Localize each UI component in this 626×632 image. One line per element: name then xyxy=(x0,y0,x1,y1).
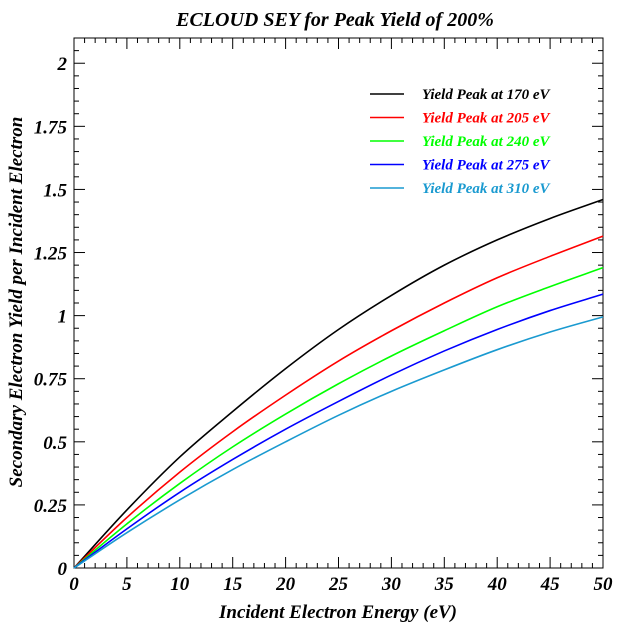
x-tick-label: 50 xyxy=(594,574,614,595)
x-tick-label: 45 xyxy=(540,574,561,595)
series-line xyxy=(73,235,604,569)
x-tick-labels: 0 5 10 15 20 25 30 35 40 45 50 xyxy=(69,574,613,595)
series-lines xyxy=(73,198,604,569)
chart-title: ECLOUD SEY for Peak Yield of 200% xyxy=(175,9,494,31)
legend-label: Yield Peak at 170 eV xyxy=(422,87,551,103)
x-tick-label: 40 xyxy=(487,574,508,595)
y-tick-label: 0.5 xyxy=(43,433,67,454)
y-tick-label: 0.25 xyxy=(34,496,68,517)
legend-label: Yield Peak at 310 eV xyxy=(422,181,551,197)
series-line xyxy=(73,293,604,569)
y-tick-label: 1.75 xyxy=(34,117,68,138)
axis-ticks xyxy=(73,37,604,569)
y-axis-label: Secondary Electron Yield per Incident El… xyxy=(6,117,27,488)
series-line xyxy=(73,266,604,569)
y-tick-label: 2 xyxy=(57,54,68,75)
x-tick-label: 25 xyxy=(328,574,349,595)
y-tick-label: 0.75 xyxy=(34,370,68,391)
y-tick-label: 1.25 xyxy=(34,244,68,265)
x-tick-label: 0 xyxy=(69,574,79,595)
series-line xyxy=(73,198,604,569)
x-axis-label: Incident Electron Energy (eV) xyxy=(218,602,457,623)
series-line xyxy=(73,316,604,569)
x-tick-label: 5 xyxy=(122,574,132,595)
legend: Yield Peak at 170 eV Yield Peak at 205 eV… xyxy=(370,87,551,197)
x-tick-label: 10 xyxy=(170,574,190,595)
legend-label: Yield Peak at 275 eV xyxy=(422,158,551,174)
y-tick-label: 1 xyxy=(58,307,68,328)
y-tick-labels: 0 0.25 0.5 0.75 1 1.25 1.5 1.75 2 xyxy=(34,54,68,580)
y-tick-label: 0 xyxy=(58,559,68,580)
x-tick-label: 15 xyxy=(223,574,243,595)
y-tick-label: 1.5 xyxy=(43,180,67,201)
legend-label: Yield Peak at 205 eV xyxy=(422,111,551,127)
x-tick-label: 30 xyxy=(381,574,402,595)
legend-label: Yield Peak at 240 eV xyxy=(422,134,551,150)
x-tick-label: 20 xyxy=(275,574,296,595)
x-tick-label: 35 xyxy=(434,574,455,595)
